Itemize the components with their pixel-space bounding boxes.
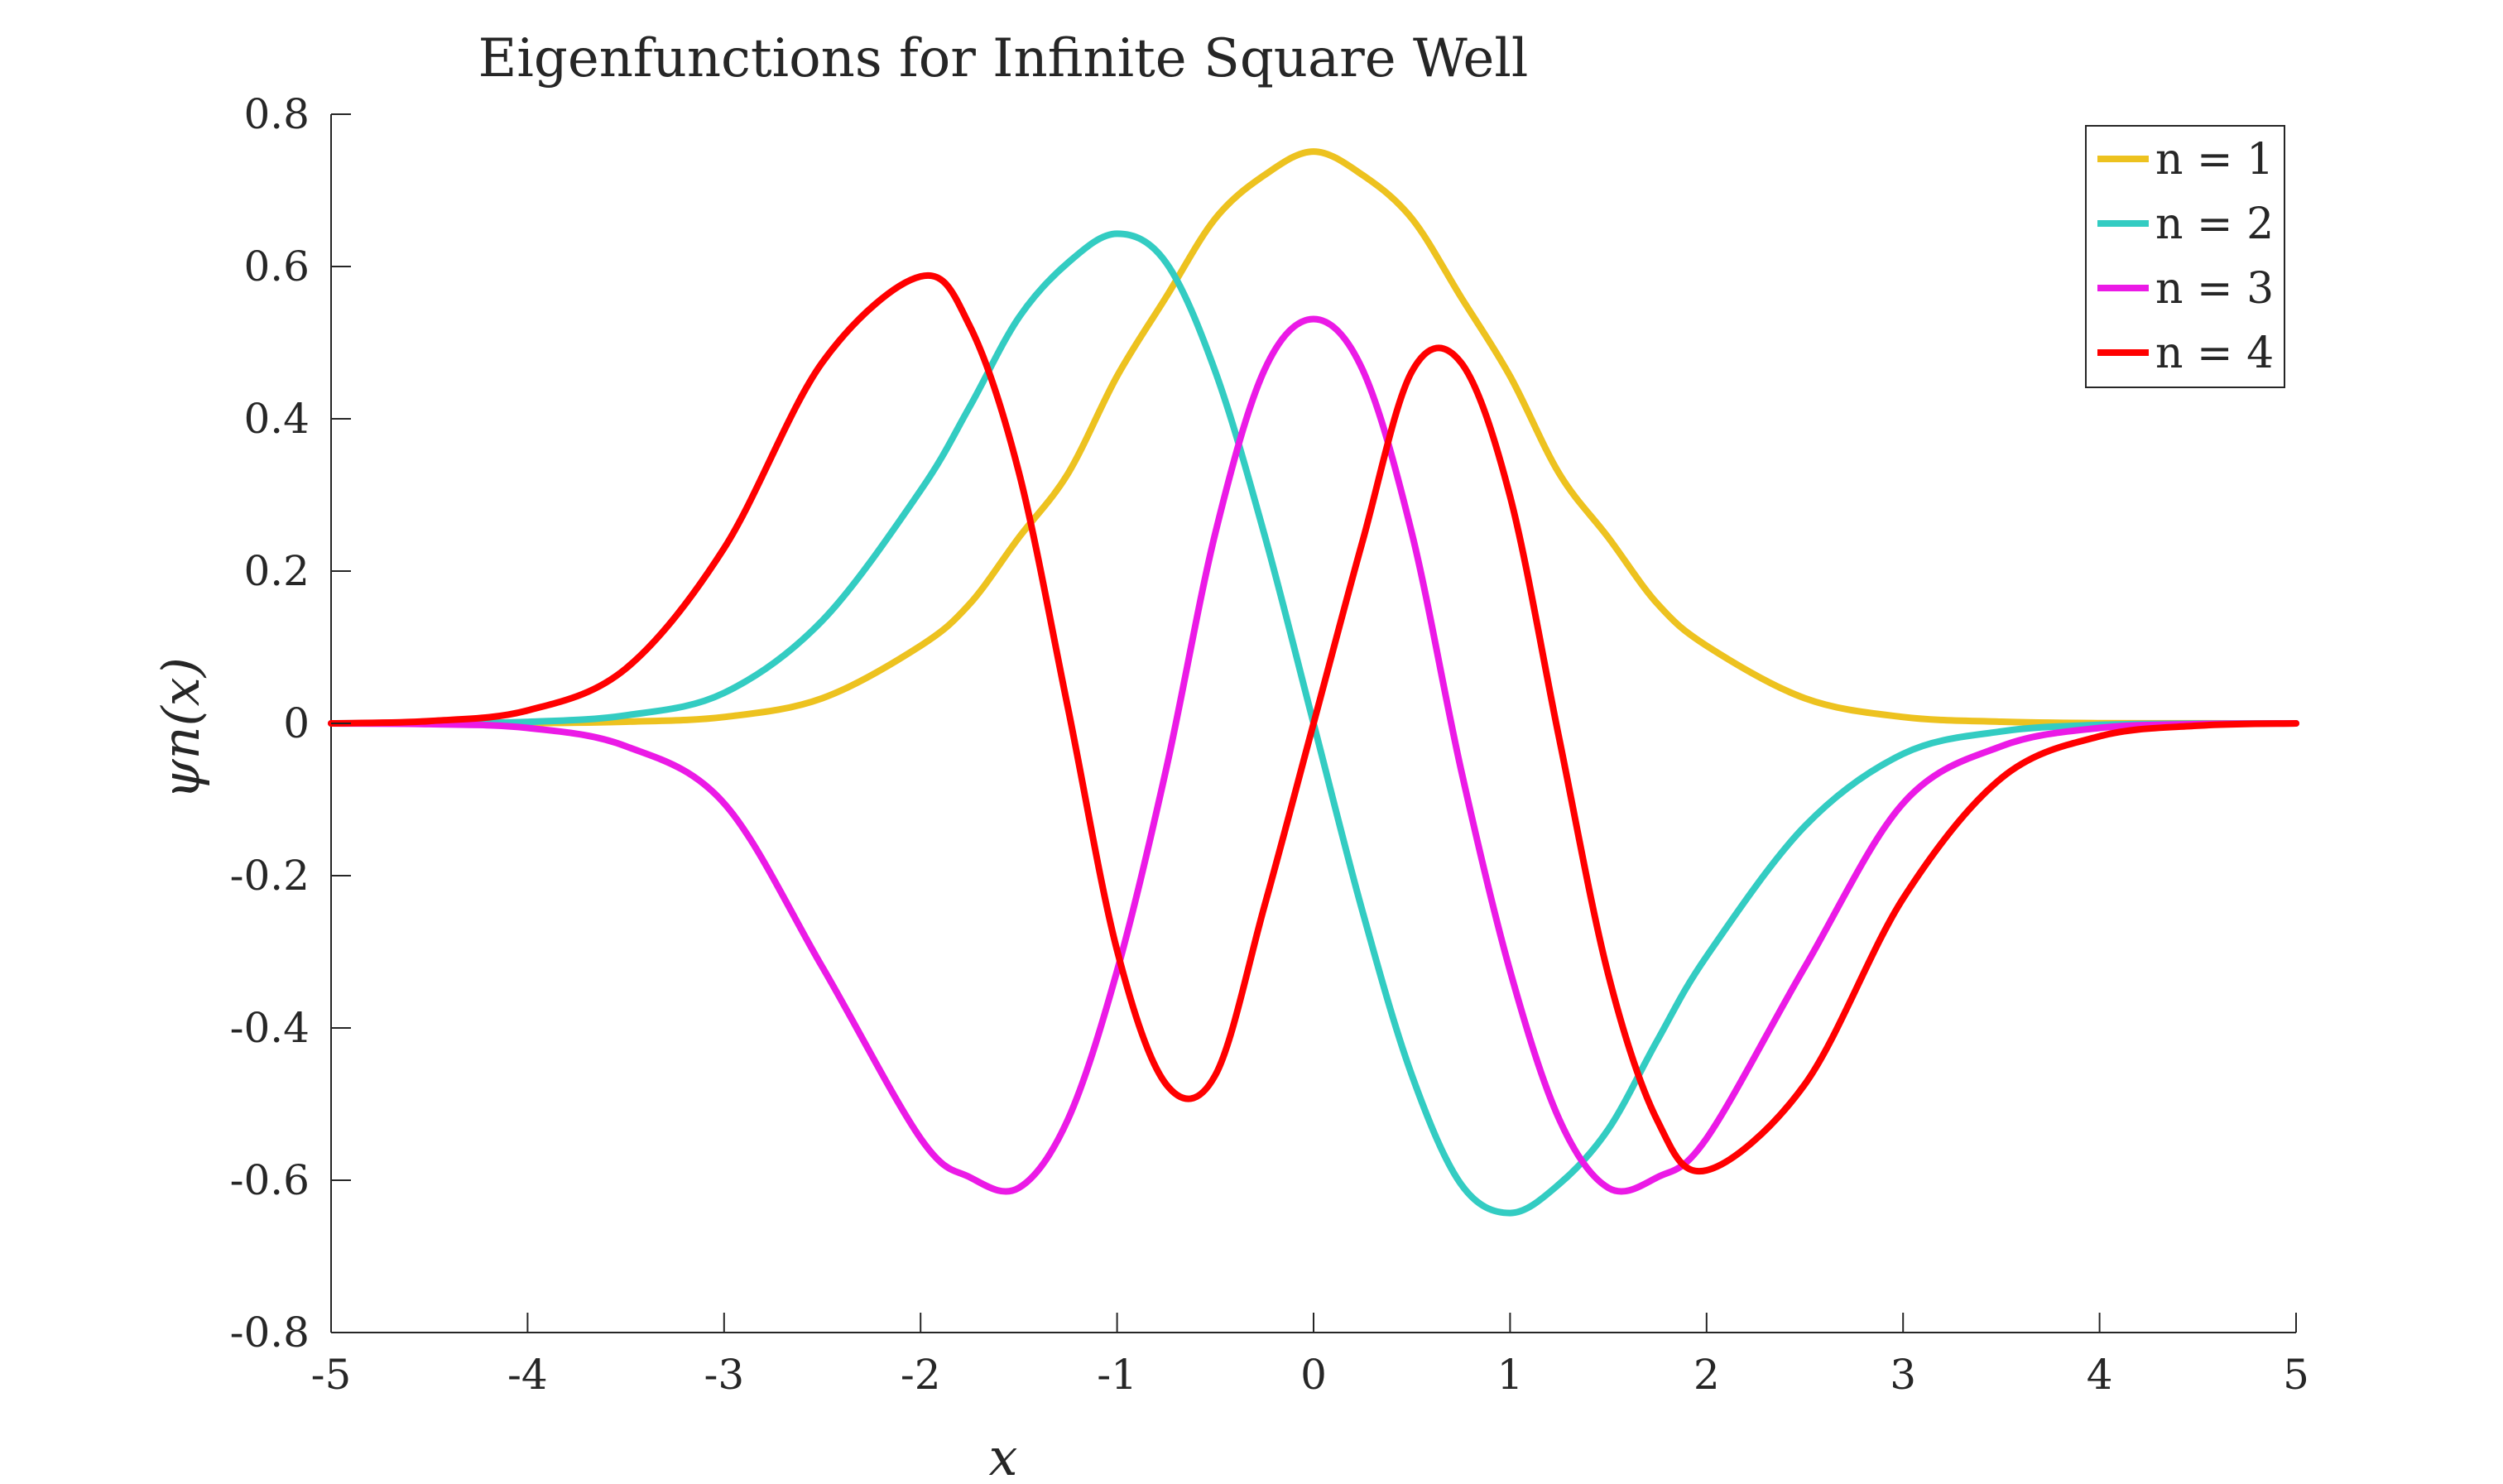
x-tick-label: -3 xyxy=(704,1351,744,1399)
y-tick-label: 0.2 xyxy=(243,547,310,595)
x-tick-label: 4 xyxy=(2087,1351,2113,1399)
x-tick-label: -2 xyxy=(901,1351,941,1399)
y-tick-label: 0 xyxy=(283,699,310,747)
y-tick-label: -0.2 xyxy=(230,852,310,900)
y-axis-ticks: -0.8 -0.6 -0.4 -0.2 0 0.2 0.4 0.6 0.8 xyxy=(230,90,351,1357)
y-tick-label: 0.8 xyxy=(243,90,310,138)
legend-label: n = 3 xyxy=(2155,264,2274,314)
chart-title: Eigenfunctions for Infinite Square Well xyxy=(478,28,1529,89)
x-tick-label: -4 xyxy=(507,1351,548,1399)
series-line-n1 xyxy=(328,148,2299,727)
x-tick-label: -5 xyxy=(311,1351,352,1399)
x-tick-label: 5 xyxy=(2283,1351,2309,1399)
y-tick-label: 0.6 xyxy=(243,243,310,291)
y-tick-label: -0.6 xyxy=(230,1156,310,1204)
x-tick-label: 3 xyxy=(1890,1351,1916,1399)
series-line-n4 xyxy=(328,271,2299,1175)
y-tick-label: -0.4 xyxy=(230,1004,310,1052)
y-tick-label: -0.8 xyxy=(230,1309,310,1357)
legend-label: n = 4 xyxy=(2155,329,2274,378)
x-axis-ticks: -5 -4 -3 -2 -1 0 1 2 3 4 5 xyxy=(311,1313,2309,1399)
x-axis-label: x xyxy=(989,1427,1018,1480)
x-tick-label: 1 xyxy=(1497,1351,1523,1399)
legend-label: n = 2 xyxy=(2155,199,2274,249)
plot-area xyxy=(328,114,2299,1333)
series-line-n3 xyxy=(328,315,2299,1195)
x-tick-label: 2 xyxy=(1693,1351,1720,1399)
y-axis-label: ψn(x) xyxy=(151,657,211,800)
legend-label: n = 1 xyxy=(2155,135,2274,185)
x-tick-label: 0 xyxy=(1300,1351,1327,1399)
legend: n = 1 n = 2 n = 3 n = 4 xyxy=(2085,125,2285,388)
x-tick-label: -1 xyxy=(1097,1351,1137,1399)
y-tick-label: 0.4 xyxy=(243,395,310,443)
legend-box xyxy=(2085,125,2285,388)
